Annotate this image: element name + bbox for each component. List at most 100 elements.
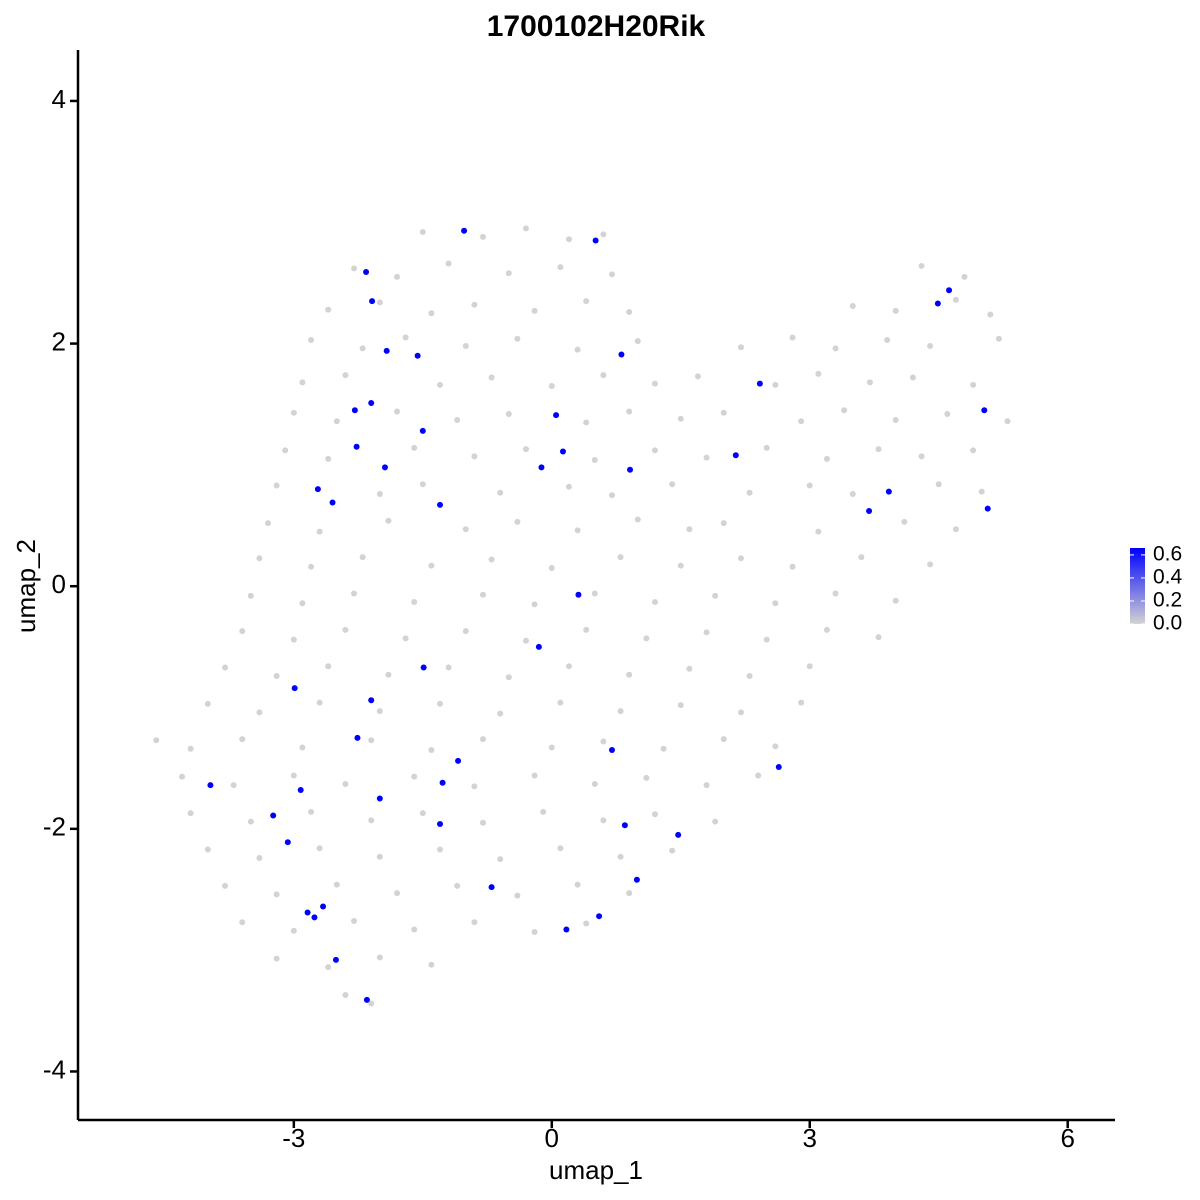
x-tick-label: 0 [545,1123,559,1153]
cell-point [901,518,908,525]
cell-point [411,444,418,451]
cell-point [290,927,297,934]
cell-point [445,664,452,671]
cell-point [737,555,744,562]
cell-point [927,343,934,350]
cell-point [557,845,564,852]
cell-point [815,528,822,535]
cell-point [363,269,370,276]
cell-point [284,839,291,846]
cell-point [885,488,892,495]
cell-point [514,518,521,525]
cell-point [342,780,349,787]
cell-point [479,233,486,240]
cell-point [574,881,581,888]
cell-point [471,919,478,926]
cell-point [918,453,925,460]
cell-point [626,408,633,415]
cell-point [479,736,486,743]
cell-point [265,520,272,527]
cell-point [402,635,409,642]
cell-point [282,447,289,454]
cell-point [789,334,796,341]
cell-point [574,527,581,534]
cell-point [557,264,564,271]
cell-point [153,737,160,744]
cell-point [841,407,848,414]
cell-point [746,672,753,679]
cell-point [179,773,186,780]
cell-point [297,787,304,794]
cell-point [299,379,306,386]
cell-point [600,372,607,379]
cell-point [454,882,461,889]
cell-point [617,554,624,561]
cell-point [686,665,693,672]
cell-point [273,482,280,489]
cell-point [909,374,916,381]
cell-point [247,818,254,825]
cell-point [621,822,628,829]
cell-point [230,782,237,789]
cell-point [488,374,495,381]
cell-point [553,412,560,419]
cell-point [884,336,891,343]
cell-point [239,919,246,926]
cell-point [712,592,719,599]
cell-point [437,381,444,388]
cell-point [875,634,882,641]
cell-point [548,383,555,390]
cell-point [342,626,349,633]
cell-point [369,298,376,305]
cell-point [363,996,370,1003]
cell-point [411,598,418,605]
cell-point [660,745,667,752]
cell-point [497,856,504,863]
cell-point [987,311,994,318]
cell-point [703,782,710,789]
cell-point [798,699,805,706]
cell-point [565,663,572,670]
cell-point [823,455,830,462]
x-tick-label: 3 [803,1123,817,1153]
cell-point [978,488,985,495]
cell-point [462,343,469,350]
cell-point [505,270,512,277]
cell-point [970,447,977,454]
cell-point [531,772,538,779]
cell-point [952,526,959,533]
cell-point [428,310,435,317]
cell-point [772,381,779,388]
cell-point [832,590,839,597]
cell-point [454,417,461,424]
cell-point [737,709,744,716]
cell-point [583,920,590,927]
cell-point [332,956,339,963]
cell-point [273,672,280,679]
cell-point [563,926,570,933]
cell-point [694,373,701,380]
colorbar [1130,548,1145,624]
cell-point [351,918,358,925]
cell-point [775,763,782,770]
cell-point [981,407,988,414]
cell-point [617,708,624,715]
cell-point [325,964,332,971]
cell-point [970,381,977,388]
y-tick-label: -4 [43,1054,66,1084]
cell-point [677,702,684,709]
cell-point [984,505,991,512]
cell-point [575,591,582,598]
cell-point [531,928,538,935]
cell-point [538,464,545,471]
cell-point [514,892,521,899]
cell-point [299,600,306,607]
cell-point [608,746,615,753]
cell-point [320,903,327,910]
cell-point [394,273,401,280]
cell-point [703,629,710,636]
cell-point [677,415,684,422]
cell-point [316,699,323,706]
cell-point [204,846,211,853]
cell-point [935,481,942,488]
